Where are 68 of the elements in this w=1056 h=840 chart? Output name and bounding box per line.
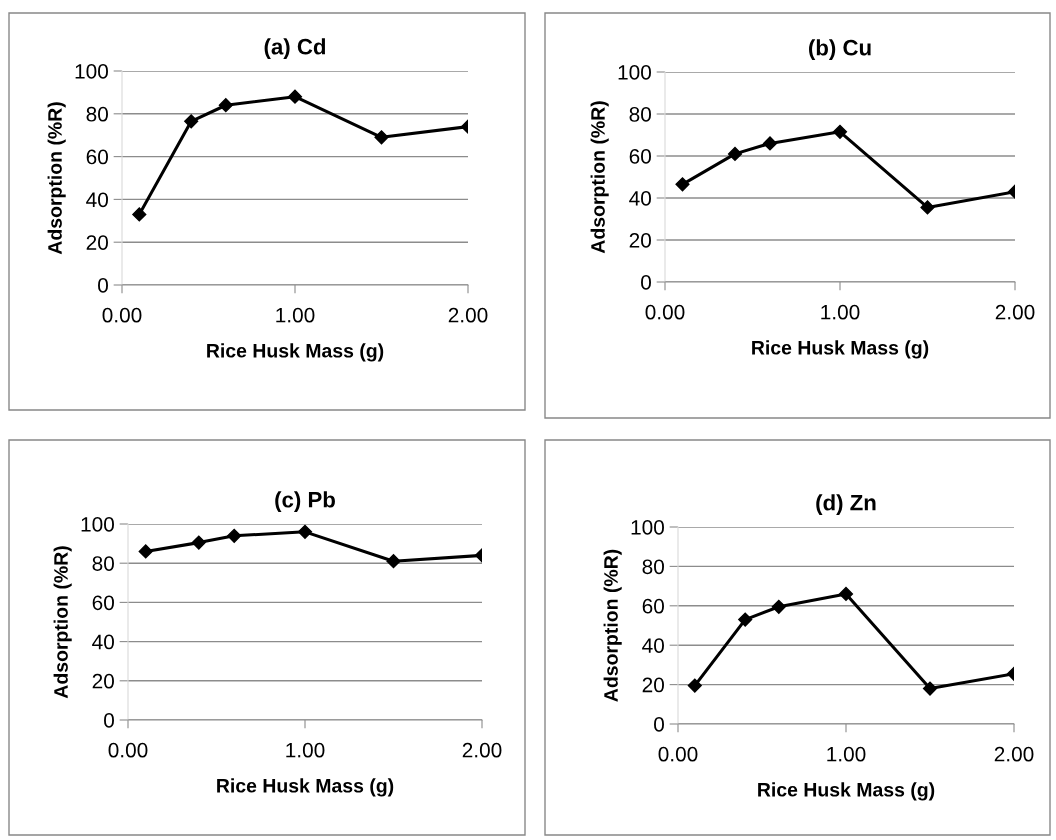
point [675, 177, 690, 192]
y-tick-label: 100 [75, 64, 108, 79]
y-axis-title: Adsorption (%R) [590, 101, 609, 254]
point [287, 89, 303, 104]
y-tick-label: 20 [642, 677, 664, 693]
point [227, 528, 242, 543]
x-tick-label: 1.00 [821, 304, 860, 320]
x-tick-label: 2.00 [462, 742, 502, 758]
x-tick-label: 0.00 [645, 304, 685, 320]
chart-title: (d) Zn [816, 494, 876, 515]
y-tick-label: 80 [629, 107, 651, 122]
y-tick-label: 100 [631, 520, 664, 535]
y-tick-label: 60 [86, 149, 108, 165]
point [297, 524, 313, 539]
point [762, 136, 778, 151]
x-tick-label: 2.00 [995, 304, 1035, 320]
y-axis-title: Adsorption (%R) [53, 546, 72, 699]
x-tick-label: 0.00 [102, 307, 142, 323]
point [920, 200, 935, 215]
point [771, 599, 786, 614]
x-tick-label: 0.00 [658, 746, 698, 762]
x-axis-title: Rice Husk Mass (g) [758, 782, 935, 801]
x-tick-label: 1.00 [286, 742, 325, 758]
y-tick-label: 60 [629, 149, 651, 164]
x-tick-label: 1.00 [276, 307, 315, 323]
y-tick-label: 40 [86, 192, 108, 208]
y-tick-label: 0 [641, 275, 651, 290]
x-tick-label: 0.00 [108, 742, 148, 758]
y-tick-label: 40 [642, 638, 664, 653]
y-tick-label: 80 [92, 556, 114, 571]
y-tick-label: 60 [642, 598, 664, 614]
chart-title: (b) Cu [809, 39, 871, 60]
x-axis-title: Rice Husk Mass (g) [752, 340, 929, 359]
y-tick-label: 0 [104, 713, 114, 728]
y-tick-label: 80 [642, 559, 664, 575]
x-axis-title: Rice Husk Mass (g) [217, 778, 394, 797]
point [687, 678, 702, 693]
chart-title: (c) Pb [275, 491, 335, 512]
y-tick-label: 0 [654, 717, 664, 732]
y-tick-label: 20 [629, 233, 651, 248]
y-tick-label: 20 [92, 673, 114, 689]
y-tick-label: 80 [86, 106, 108, 122]
point [727, 146, 743, 161]
point [386, 554, 401, 569]
chart-title: (a) Cd [264, 38, 326, 59]
y-axis-title: Adsorption (%R) [603, 549, 622, 702]
point [191, 535, 206, 550]
y-tick-label: 40 [629, 191, 651, 206]
y-tick-label: 100 [81, 517, 114, 532]
point [184, 114, 199, 129]
x-tick-label: 1.00 [827, 746, 866, 762]
y-tick-label: 20 [86, 235, 108, 250]
point [374, 130, 389, 145]
x-tick-label: 2.00 [448, 307, 488, 323]
x-tick-label: 2.00 [994, 746, 1034, 762]
point [832, 124, 848, 139]
point [838, 586, 854, 602]
y-tick-label: 40 [92, 634, 114, 650]
y-tick-label: 100 [618, 65, 651, 80]
y-tick-label: 60 [92, 595, 114, 611]
point [132, 207, 147, 222]
point [922, 681, 938, 696]
x-axis-title: Rice Husk Mass (g) [207, 343, 384, 362]
point [738, 612, 753, 627]
point [138, 544, 153, 559]
point [218, 98, 233, 113]
y-tick-label: 0 [98, 278, 108, 293]
y-axis-title: Adsorption (%R) [47, 102, 66, 255]
